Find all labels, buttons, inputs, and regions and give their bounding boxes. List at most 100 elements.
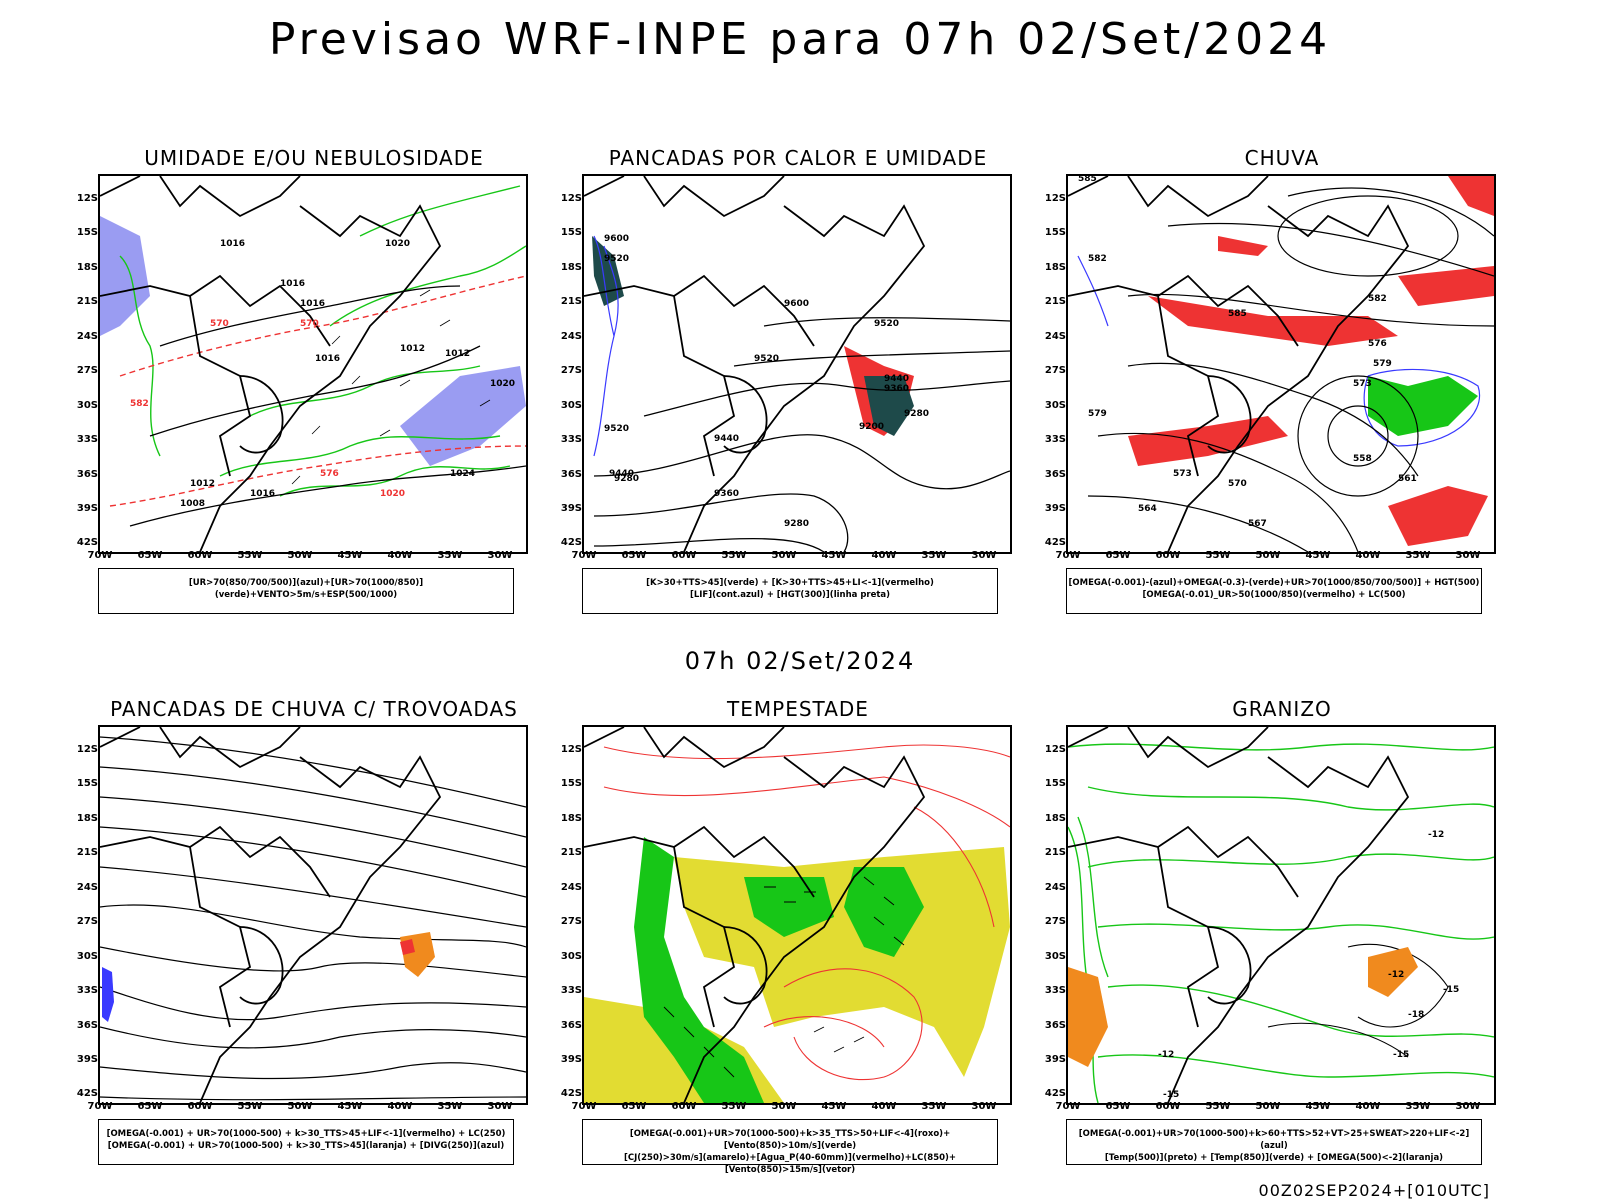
- map-granizo: -12 -12 -15 -18 -15 -15 -12: [1066, 725, 1496, 1105]
- contour-label: -15: [1443, 985, 1459, 995]
- contour-label: 585: [1228, 309, 1247, 319]
- contour-label: 9360: [884, 384, 909, 394]
- coastline-borders: [100, 176, 442, 552]
- contour-label: -18: [1408, 1010, 1424, 1020]
- map-pancadas-calor: 9600 9520 9600 9520 9520 9440 9360 9280 9200 9440…: [582, 174, 1012, 554]
- contour-label: 573: [1353, 379, 1372, 389]
- contour-label: -12: [1388, 970, 1404, 980]
- contour-label: -15: [1163, 1090, 1179, 1100]
- contour-label: 1016: [315, 354, 340, 364]
- map-canvas: 1016 1016 1020 1016 1012 1016 1012 1020 1024 1008…: [100, 176, 526, 552]
- coastline-borders: [100, 727, 442, 1103]
- contour-label: 561: [1398, 474, 1417, 484]
- contour-label: 9520: [604, 424, 629, 434]
- panel-title: GRANIZO: [1232, 697, 1332, 721]
- contour-label: 558: [1353, 454, 1372, 464]
- pressure-isobars: [129, 285, 526, 527]
- contour-label: 570: [300, 319, 319, 329]
- contour-label: 582: [1368, 294, 1387, 304]
- contour-label: 564: [1138, 504, 1157, 514]
- thickness-contours: [109, 275, 526, 507]
- contour-label: 9360: [714, 489, 739, 499]
- contour-label: 9440: [884, 374, 909, 384]
- contour-label: 576: [1368, 339, 1387, 349]
- contour-label: 9440: [714, 434, 739, 444]
- panel-legend: [OMEGA(-0.001)+UR>70(1000-500)+k>60+TTS>…: [1066, 1119, 1482, 1165]
- contour-label: 9600: [784, 299, 809, 309]
- contour-label: 1016: [220, 239, 245, 249]
- wind850-green-shading: [634, 837, 924, 1103]
- contour-label: 579: [1088, 409, 1107, 419]
- contour-label: 9520: [754, 354, 779, 364]
- contour-label: 9280: [784, 519, 809, 529]
- panel-legend: [UR>70(850/700/500)](azul)+[UR>70(1000/8…: [98, 568, 514, 614]
- lifted-index-contours: [593, 235, 619, 457]
- contour-label: 1016: [280, 279, 305, 289]
- wind-vectors: [291, 289, 491, 485]
- map-canvas: -12 -12 -15 -18 -15 -15 -12: [1068, 727, 1494, 1103]
- contour-label: 9200: [859, 422, 884, 432]
- contour-label: 1016: [300, 299, 325, 309]
- contour-label: 582: [1088, 254, 1107, 264]
- lc250-streamlines: [100, 736, 526, 1101]
- map-canvas: [100, 727, 526, 1103]
- coastline-borders: [1068, 727, 1410, 1103]
- coastline-borders: [584, 176, 926, 552]
- panel-umidade: UMIDADE E/OU NEBULOSIDADE: [74, 146, 554, 626]
- contour-label: 570: [1228, 479, 1247, 489]
- rain-shading: [1128, 176, 1494, 546]
- contour-label: 9600: [604, 234, 629, 244]
- panel-title: UMIDADE E/OU NEBULOSIDADE: [144, 146, 484, 170]
- panel-title: TEMPESTADE: [727, 697, 869, 721]
- valid-time-label: 07h 02/Set/2024: [684, 647, 916, 675]
- coastline-borders: [1068, 176, 1410, 552]
- panel-pancadas-calor: PANCADAS POR CALOR E UMIDADE: [558, 146, 1038, 626]
- contour-label: -15: [1393, 1050, 1409, 1060]
- contour-label: 1012: [190, 479, 215, 489]
- coastline-borders: [584, 727, 926, 1103]
- panel-legend: [OMEGA(-0.001)+UR>70(1000-500)+k>35_TTS>…: [582, 1119, 998, 1175]
- temp500-contours: [1267, 943, 1449, 1058]
- contour-label: 9520: [604, 254, 629, 264]
- contour-label: 9520: [874, 319, 899, 329]
- contour-label: 573: [1173, 469, 1192, 479]
- contour-label: 1020: [380, 489, 405, 499]
- thunder-orange-shading: [400, 932, 435, 977]
- contour-label: 576: [320, 469, 339, 479]
- contour-label: 1012: [400, 344, 425, 354]
- omega500-orange: [1068, 947, 1418, 1067]
- map-chuva: 585 582 585 582 579 576 573 570 567 564 561 558 579 5…: [1066, 174, 1496, 554]
- panel-granizo: GRANIZO: [1042, 697, 1522, 1177]
- panel-chuva: CHUVA: [1042, 146, 1522, 626]
- omega-blue-contours: [1077, 255, 1481, 447]
- panel-tempestade: TEMPESTADE: [558, 697, 1038, 1177]
- hgt500-streamlines: [1087, 187, 1494, 552]
- panel-title: PANCADAS DE CHUVA C/ TROVOADAS: [110, 697, 518, 721]
- contour-label: 9440: [609, 469, 634, 479]
- contour-label: 567: [1248, 519, 1267, 529]
- panel-legend: [K>30+TTS>45](verde) + [K>30+TTS>45+LI<-…: [582, 568, 998, 614]
- contour-label: 9280: [614, 474, 639, 484]
- map-canvas: [584, 727, 1010, 1103]
- panel-pancadas-trovoadas: PANCADAS DE CHUVA C/ TROVOADAS: [74, 697, 554, 1177]
- run-time-label: 00Z02SEP2024+[010UTC]: [1258, 1181, 1490, 1200]
- contour-label: 1008: [180, 499, 205, 509]
- contour-label: 1016: [250, 489, 275, 499]
- panel-title: PANCADAS POR CALOR E UMIDADE: [608, 146, 988, 170]
- contour-label: -12: [1428, 830, 1444, 840]
- map-canvas: 9600952096009520952094409360928092009440…: [584, 176, 1010, 552]
- contour-label: 9280: [904, 409, 929, 419]
- omega-green-shading: [1368, 376, 1478, 436]
- contour-label: 570: [210, 319, 229, 329]
- map-umidade: 1016 1016 1020 1016 1012 1016 1012 1020 1024 1008…: [98, 174, 528, 554]
- contour-label: 582: [130, 399, 149, 409]
- humidity-850-shading: [100, 216, 526, 466]
- page-title: Previsao WRF-INPE para 07h 02/Set/2024: [268, 14, 1332, 65]
- panel-legend: [OMEGA(-0.001)-(azul)+OMEGA(-0.3)-(verde…: [1066, 568, 1482, 614]
- map-tempestade: [582, 725, 1012, 1105]
- temp850-contours: [1068, 743, 1494, 1103]
- lc850-streamlines: [603, 744, 1010, 1081]
- thunder-red-shading: [400, 939, 415, 955]
- contour-label: 1020: [385, 239, 410, 249]
- contour-label: 1024: [450, 469, 475, 479]
